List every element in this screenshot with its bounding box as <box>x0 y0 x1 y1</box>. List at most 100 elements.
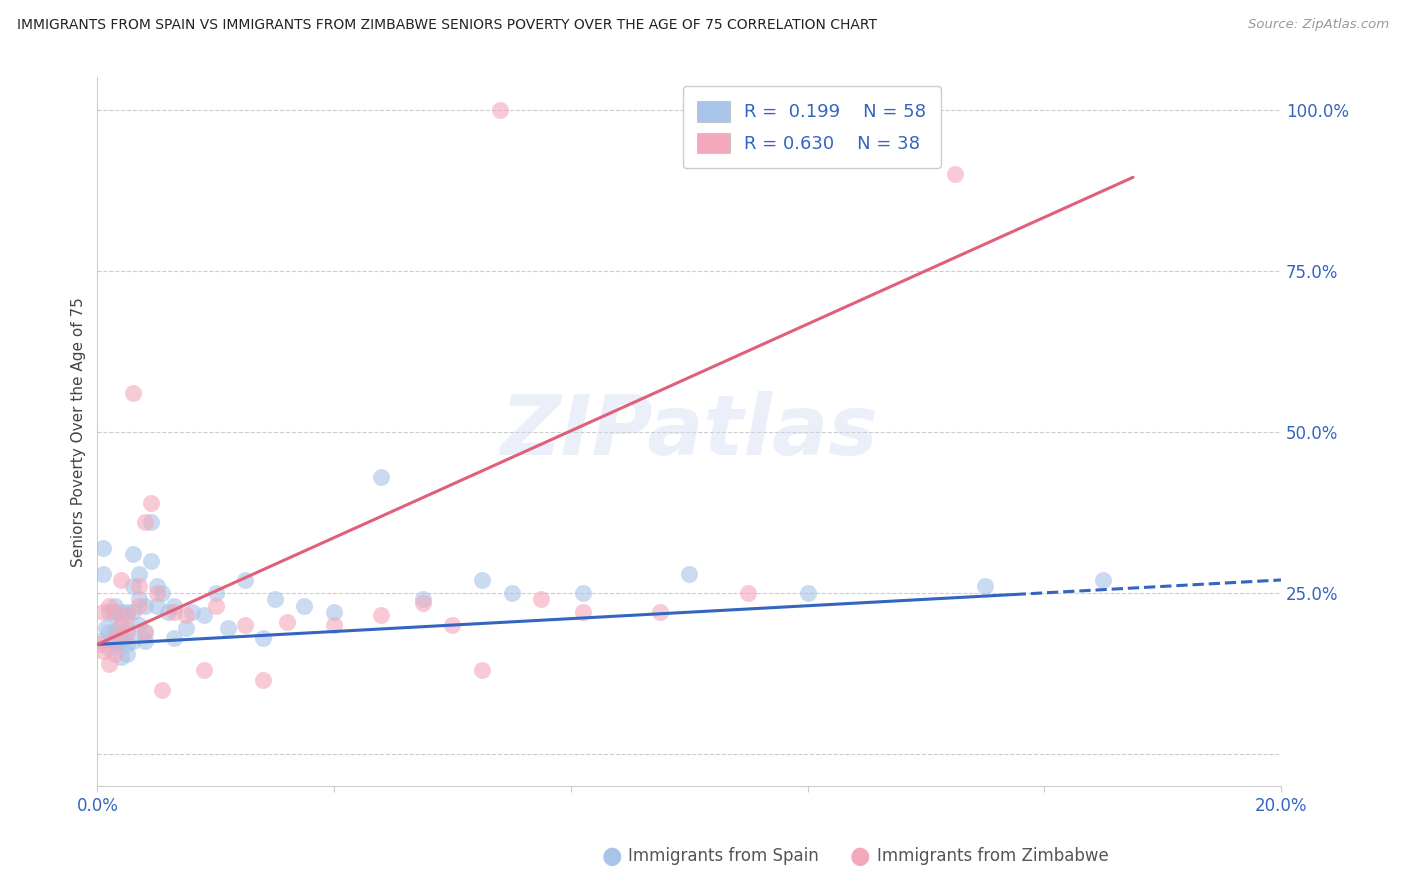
Legend: R =  0.199    N = 58, R = 0.630    N = 38: R = 0.199 N = 58, R = 0.630 N = 38 <box>683 87 941 168</box>
Point <box>110 573 132 587</box>
Point <box>370 470 392 484</box>
Point <box>121 386 143 401</box>
Point <box>128 579 150 593</box>
Point <box>91 566 114 581</box>
Point <box>98 624 121 639</box>
Y-axis label: Seniors Poverty Over the Age of 75: Seniors Poverty Over the Age of 75 <box>72 297 86 566</box>
Point <box>181 605 204 619</box>
Point <box>115 624 138 639</box>
Point <box>501 586 523 600</box>
Text: IMMIGRANTS FROM SPAIN VS IMMIGRANTS FROM ZIMBABWE SENIORS POVERTY OVER THE AGE O: IMMIGRANTS FROM SPAIN VS IMMIGRANTS FROM… <box>17 18 877 32</box>
Point <box>264 592 287 607</box>
Point <box>91 541 114 555</box>
Point <box>115 608 138 623</box>
Point <box>233 618 256 632</box>
Text: Immigrants from Spain: Immigrants from Spain <box>628 847 820 865</box>
Point <box>128 618 150 632</box>
Text: Source: ZipAtlas.com: Source: ZipAtlas.com <box>1249 18 1389 31</box>
Point <box>110 634 132 648</box>
Point <box>128 599 150 613</box>
Point <box>204 599 226 613</box>
Point <box>104 637 127 651</box>
Point <box>134 634 156 648</box>
Point <box>104 631 127 645</box>
Point <box>412 592 434 607</box>
Point <box>104 608 127 623</box>
Point <box>294 599 316 613</box>
Point <box>157 605 180 619</box>
Point <box>89 637 111 651</box>
Point <box>152 682 174 697</box>
Point <box>115 637 138 651</box>
Point <box>174 621 197 635</box>
Point <box>128 566 150 581</box>
Point <box>571 605 593 619</box>
Point <box>370 608 392 623</box>
Point <box>252 673 274 687</box>
Point <box>98 640 121 655</box>
Point <box>98 657 121 671</box>
Point <box>139 496 162 510</box>
Point <box>115 647 138 661</box>
Point <box>488 103 510 117</box>
Point <box>145 579 167 593</box>
Point <box>193 608 215 623</box>
Point <box>121 634 143 648</box>
Point <box>121 605 143 619</box>
Point <box>441 618 464 632</box>
Point <box>648 605 671 619</box>
Point <box>145 586 167 600</box>
Point <box>98 599 121 613</box>
Point <box>110 618 132 632</box>
Point <box>121 579 143 593</box>
Point <box>974 579 997 593</box>
Text: ZIPatlas: ZIPatlas <box>501 392 879 472</box>
Point <box>471 573 494 587</box>
Point <box>530 592 553 607</box>
Point <box>89 634 111 648</box>
Point <box>1092 573 1115 587</box>
Point <box>96 621 118 635</box>
Point <box>276 615 298 629</box>
Point <box>121 547 143 561</box>
Text: ●: ● <box>851 845 870 868</box>
Point <box>110 605 132 619</box>
Point <box>110 650 132 665</box>
Point <box>471 663 494 677</box>
Point <box>571 586 593 600</box>
Point <box>110 618 132 632</box>
Text: ●: ● <box>602 845 621 868</box>
Point <box>163 599 186 613</box>
Point <box>152 586 174 600</box>
Point <box>104 605 127 619</box>
Point <box>115 605 138 619</box>
Point <box>204 586 226 600</box>
Point <box>945 167 967 181</box>
Text: Immigrants from Zimbabwe: Immigrants from Zimbabwe <box>877 847 1109 865</box>
Point <box>217 621 239 635</box>
Point <box>174 608 197 623</box>
Point <box>139 515 162 529</box>
Point <box>163 605 186 619</box>
Point <box>134 624 156 639</box>
Point <box>737 586 759 600</box>
Point <box>233 573 256 587</box>
Point <box>145 599 167 613</box>
Point <box>104 599 127 613</box>
Point <box>678 566 700 581</box>
Point <box>115 621 138 635</box>
Point <box>104 634 127 648</box>
Point <box>98 605 121 619</box>
Point <box>91 605 114 619</box>
Point <box>163 631 186 645</box>
Point <box>104 624 127 639</box>
Point <box>252 631 274 645</box>
Point <box>323 618 346 632</box>
Point <box>796 586 818 600</box>
Point <box>323 605 346 619</box>
Point <box>134 515 156 529</box>
Point <box>134 599 156 613</box>
Point <box>128 592 150 607</box>
Point <box>412 595 434 609</box>
Point <box>91 644 114 658</box>
